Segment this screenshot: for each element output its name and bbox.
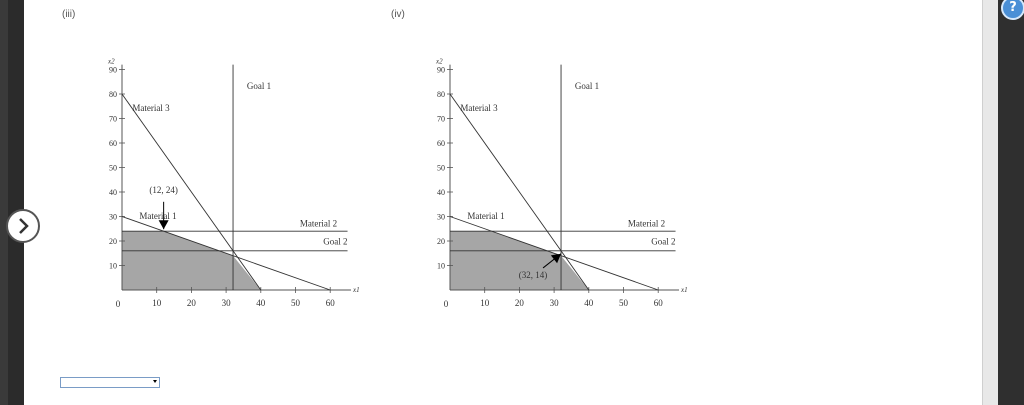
x-tick-label: 40 [584,298,594,308]
y-tick-label: 20 [437,237,445,246]
line-label-goal-2: Goal 2 [323,237,347,247]
vertical-scrollbar[interactable] [982,0,999,405]
y-axis-label: x2 [435,58,443,66]
feasible-region [122,231,261,290]
y-tick-label: 10 [109,262,117,271]
graph-option-iii: 10 20 30 40 50 60 10 20 30 40 50 60 70 80 90 0 x1 x2 Mater… [107,58,360,309]
help-button[interactable]: ? [1001,0,1024,20]
line-label-material-1: Material 1 [467,211,504,221]
line-material-3 [449,93,590,291]
x-tick-label: 50 [619,298,629,308]
y-tick-label: 40 [109,188,117,197]
origin-label: 0 [116,299,121,309]
y-tick-label: 80 [109,90,117,99]
line-label-goal-2: Goal 2 [651,237,675,247]
x-tick-label: 60 [654,298,664,308]
annotation-label: (32, 14) [519,270,548,280]
x-tick-label: 50 [291,298,301,308]
y-tick-label: 90 [437,66,445,75]
line-material-1 [449,216,659,291]
chevron-down-icon [153,380,157,383]
next-button[interactable] [6,209,40,243]
annotation-arrow-head [550,253,562,264]
annotation-arrow-head [158,220,169,230]
line-label-material-2: Material 2 [628,218,665,228]
graph-option-iv: 10 20 30 40 50 60 10 20 30 40 50 60 70 80 90 0 x1 x2 Mater… [435,58,688,309]
x-tick-label: 20 [515,298,525,308]
line-label-goal-1: Goal 1 [247,81,271,91]
x-tick-label: 10 [480,298,490,308]
y-tick-label: 40 [437,188,445,197]
left-window-edge [0,0,8,405]
x-tick-label: 20 [187,298,197,308]
y-tick-label: 30 [109,213,117,222]
line-material-1 [121,216,331,291]
x-tick-label: 10 [152,298,162,308]
x-axis-label: x1 [680,286,688,294]
content-page [24,0,982,405]
y-tick-label: 90 [109,66,117,75]
x-tick-label: 30 [222,298,232,308]
answer-dropdown[interactable] [60,377,160,388]
origin-label: 0 [444,299,449,309]
y-tick-label: 30 [437,213,445,222]
line-material-3 [121,93,262,291]
y-tick-label: 80 [437,90,445,99]
annotation-label: (12, 24) [149,185,178,195]
option-label-iii: (iii) [62,9,76,20]
y-tick-label: 50 [437,164,445,173]
y-tick-label: 10 [437,262,445,271]
line-label-material-2: Material 2 [300,218,337,228]
line-label-material-3: Material 3 [460,103,498,113]
line-label-material-3: Material 3 [132,103,170,113]
chevron-right-icon [19,218,29,234]
option-label-iv: (iv) [391,9,405,20]
y-tick-label: 20 [109,237,117,246]
right-panel-edge [998,0,1024,405]
y-axis-label: x2 [107,58,115,66]
line-label-material-1: Material 1 [139,211,176,221]
feasible-region [450,231,589,290]
x-tick-label: 60 [326,298,336,308]
y-tick-label: 60 [437,139,445,148]
y-tick-label: 70 [437,115,445,124]
x-axis-label: x1 [352,286,360,294]
x-tick-label: 40 [256,298,266,308]
y-tick-label: 70 [109,115,117,124]
x-tick-label: 30 [550,298,560,308]
y-tick-label: 50 [109,164,117,173]
question-mark-icon: ? [1009,0,1017,15]
line-label-goal-1: Goal 1 [575,81,599,91]
y-tick-label: 60 [109,139,117,148]
